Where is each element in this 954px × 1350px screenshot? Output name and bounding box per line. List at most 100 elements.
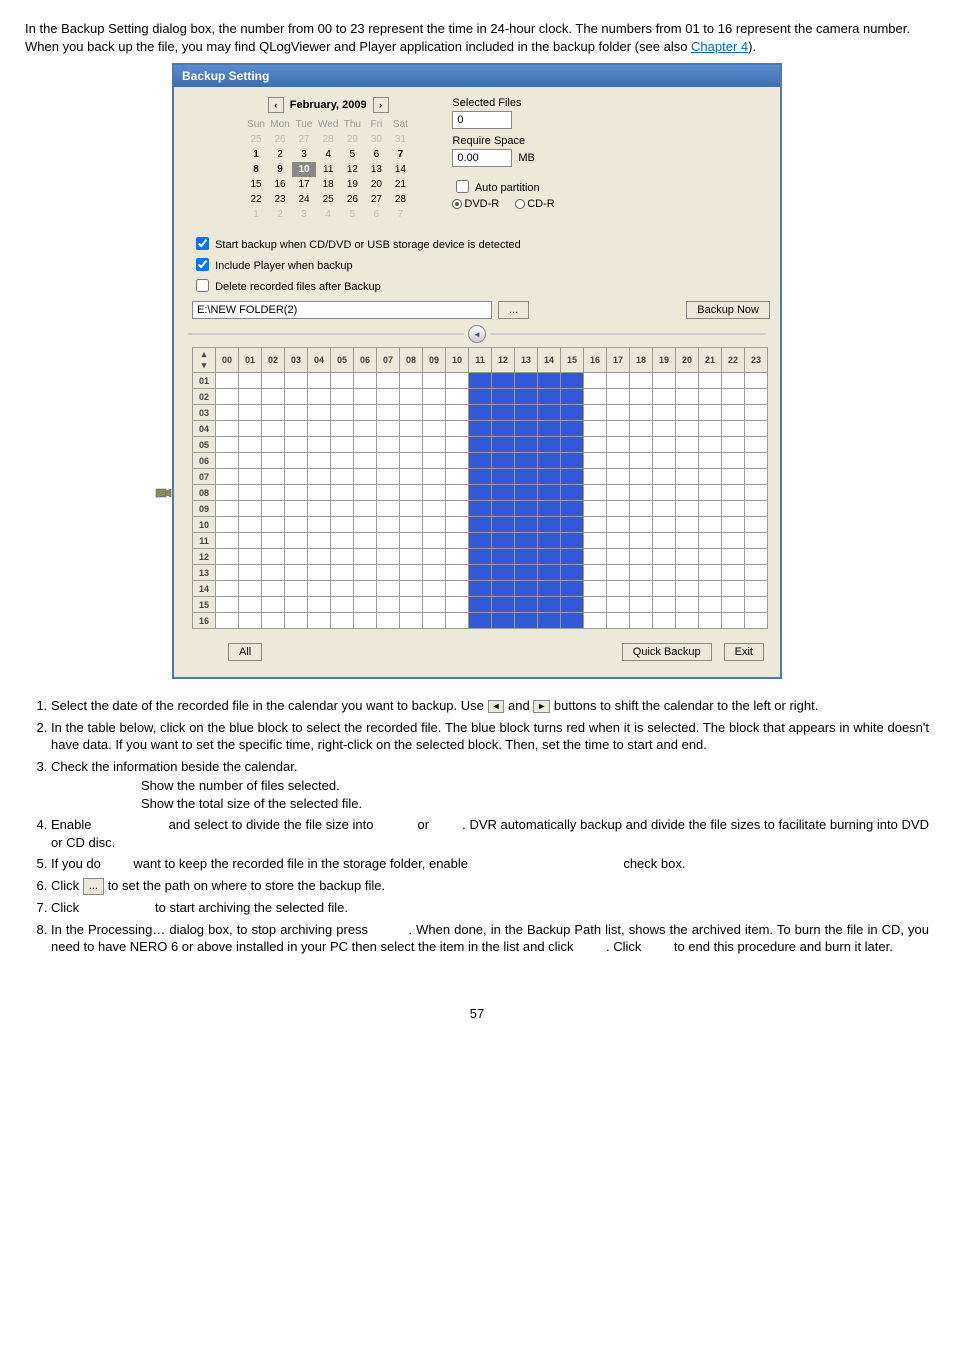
schedule-cell[interactable] — [676, 565, 699, 581]
schedule-cell[interactable] — [285, 597, 308, 613]
schedule-cell[interactable] — [561, 597, 584, 613]
schedule-cell[interactable] — [377, 533, 400, 549]
schedule-cell[interactable] — [216, 373, 239, 389]
schedule-cell[interactable] — [400, 373, 423, 389]
schedule-cell[interactable] — [515, 517, 538, 533]
schedule-cell[interactable] — [492, 581, 515, 597]
schedule-cell[interactable] — [676, 421, 699, 437]
schedule-cell[interactable] — [423, 485, 446, 501]
calendar-day[interactable]: 31 — [388, 132, 412, 147]
schedule-cell[interactable] — [262, 549, 285, 565]
schedule-cell[interactable] — [354, 453, 377, 469]
schedule-cell[interactable] — [745, 373, 768, 389]
schedule-cell[interactable] — [538, 533, 561, 549]
schedule-cell[interactable] — [745, 485, 768, 501]
calendar-day[interactable]: 23 — [268, 192, 292, 207]
schedule-cell[interactable] — [538, 581, 561, 597]
schedule-cell[interactable] — [262, 517, 285, 533]
schedule-cell[interactable] — [653, 469, 676, 485]
schedule-cell[interactable] — [446, 405, 469, 421]
schedule-cell[interactable] — [469, 517, 492, 533]
schedule-cell[interactable] — [584, 405, 607, 421]
delete-recorded-input[interactable] — [196, 279, 209, 292]
backup-now-button[interactable]: Backup Now — [686, 301, 770, 319]
schedule-cell[interactable] — [216, 549, 239, 565]
schedule-cell[interactable] — [607, 469, 630, 485]
schedule-cell[interactable] — [239, 533, 262, 549]
calendar-day[interactable]: 16 — [268, 177, 292, 192]
schedule-cell[interactable] — [630, 565, 653, 581]
schedule-cell[interactable] — [262, 437, 285, 453]
schedule-cell[interactable] — [469, 501, 492, 517]
schedule-cell[interactable] — [630, 453, 653, 469]
schedule-cell[interactable] — [745, 469, 768, 485]
schedule-cell[interactable] — [492, 469, 515, 485]
schedule-cell[interactable] — [354, 565, 377, 581]
schedule-cell[interactable] — [423, 469, 446, 485]
schedule-cell[interactable] — [676, 469, 699, 485]
schedule-cell[interactable] — [745, 565, 768, 581]
schedule-cell[interactable] — [331, 597, 354, 613]
schedule-cell[interactable] — [630, 485, 653, 501]
schedule-cell[interactable] — [262, 581, 285, 597]
schedule-cell[interactable] — [722, 581, 745, 597]
calendar-day[interactable]: 29 — [340, 132, 364, 147]
schedule-cell[interactable] — [538, 613, 561, 629]
schedule-cell[interactable] — [469, 565, 492, 581]
schedule-cell[interactable] — [400, 405, 423, 421]
schedule-cell[interactable] — [653, 613, 676, 629]
schedule-cell[interactable] — [584, 453, 607, 469]
schedule-cell[interactable] — [423, 581, 446, 597]
schedule-cell[interactable] — [653, 421, 676, 437]
schedule-cell[interactable] — [400, 597, 423, 613]
schedule-cell[interactable] — [469, 533, 492, 549]
schedule-cell[interactable] — [584, 421, 607, 437]
calendar-day[interactable]: 7 — [388, 147, 412, 162]
schedule-cell[interactable] — [216, 421, 239, 437]
schedule-cell[interactable] — [722, 421, 745, 437]
schedule-cell[interactable] — [492, 533, 515, 549]
browse-button[interactable]: ... — [498, 301, 529, 319]
calendar-day[interactable]: 17 — [292, 177, 316, 192]
calendar-day[interactable]: 3 — [292, 147, 316, 162]
spinner-cell[interactable]: ▴▾ — [193, 348, 216, 373]
schedule-cell[interactable] — [492, 501, 515, 517]
calendar-day[interactable]: 20 — [364, 177, 388, 192]
schedule-cell[interactable] — [331, 453, 354, 469]
schedule-cell[interactable] — [285, 549, 308, 565]
schedule-cell[interactable] — [285, 485, 308, 501]
schedule-cell[interactable] — [722, 533, 745, 549]
schedule-cell[interactable] — [331, 437, 354, 453]
schedule-cell[interactable] — [699, 469, 722, 485]
schedule-cell[interactable] — [331, 389, 354, 405]
schedule-cell[interactable] — [446, 613, 469, 629]
start-backup-checkbox[interactable]: Start backup when CD/DVD or USB storage … — [192, 239, 521, 251]
schedule-cell[interactable] — [561, 437, 584, 453]
schedule-cell[interactable] — [446, 501, 469, 517]
schedule-cell[interactable] — [561, 565, 584, 581]
schedule-cell[interactable] — [515, 597, 538, 613]
schedule-cell[interactable] — [515, 389, 538, 405]
schedule-cell[interactable] — [423, 517, 446, 533]
schedule-cell[interactable] — [676, 485, 699, 501]
schedule-cell[interactable] — [216, 613, 239, 629]
schedule-cell[interactable] — [561, 421, 584, 437]
schedule-cell[interactable] — [354, 597, 377, 613]
schedule-cell[interactable] — [331, 373, 354, 389]
schedule-cell[interactable] — [584, 565, 607, 581]
schedule-cell[interactable] — [423, 549, 446, 565]
schedule-cell[interactable] — [308, 405, 331, 421]
schedule-cell[interactable] — [584, 549, 607, 565]
schedule-cell[interactable] — [561, 453, 584, 469]
schedule-cell[interactable] — [331, 405, 354, 421]
all-button[interactable]: All — [228, 643, 262, 661]
exit-button[interactable]: Exit — [724, 643, 764, 661]
schedule-cell[interactable] — [239, 565, 262, 581]
schedule-cell[interactable] — [331, 613, 354, 629]
schedule-cell[interactable] — [469, 613, 492, 629]
schedule-cell[interactable] — [308, 485, 331, 501]
schedule-cell[interactable] — [469, 437, 492, 453]
schedule-cell[interactable] — [492, 613, 515, 629]
schedule-cell[interactable] — [584, 485, 607, 501]
schedule-cell[interactable] — [745, 421, 768, 437]
